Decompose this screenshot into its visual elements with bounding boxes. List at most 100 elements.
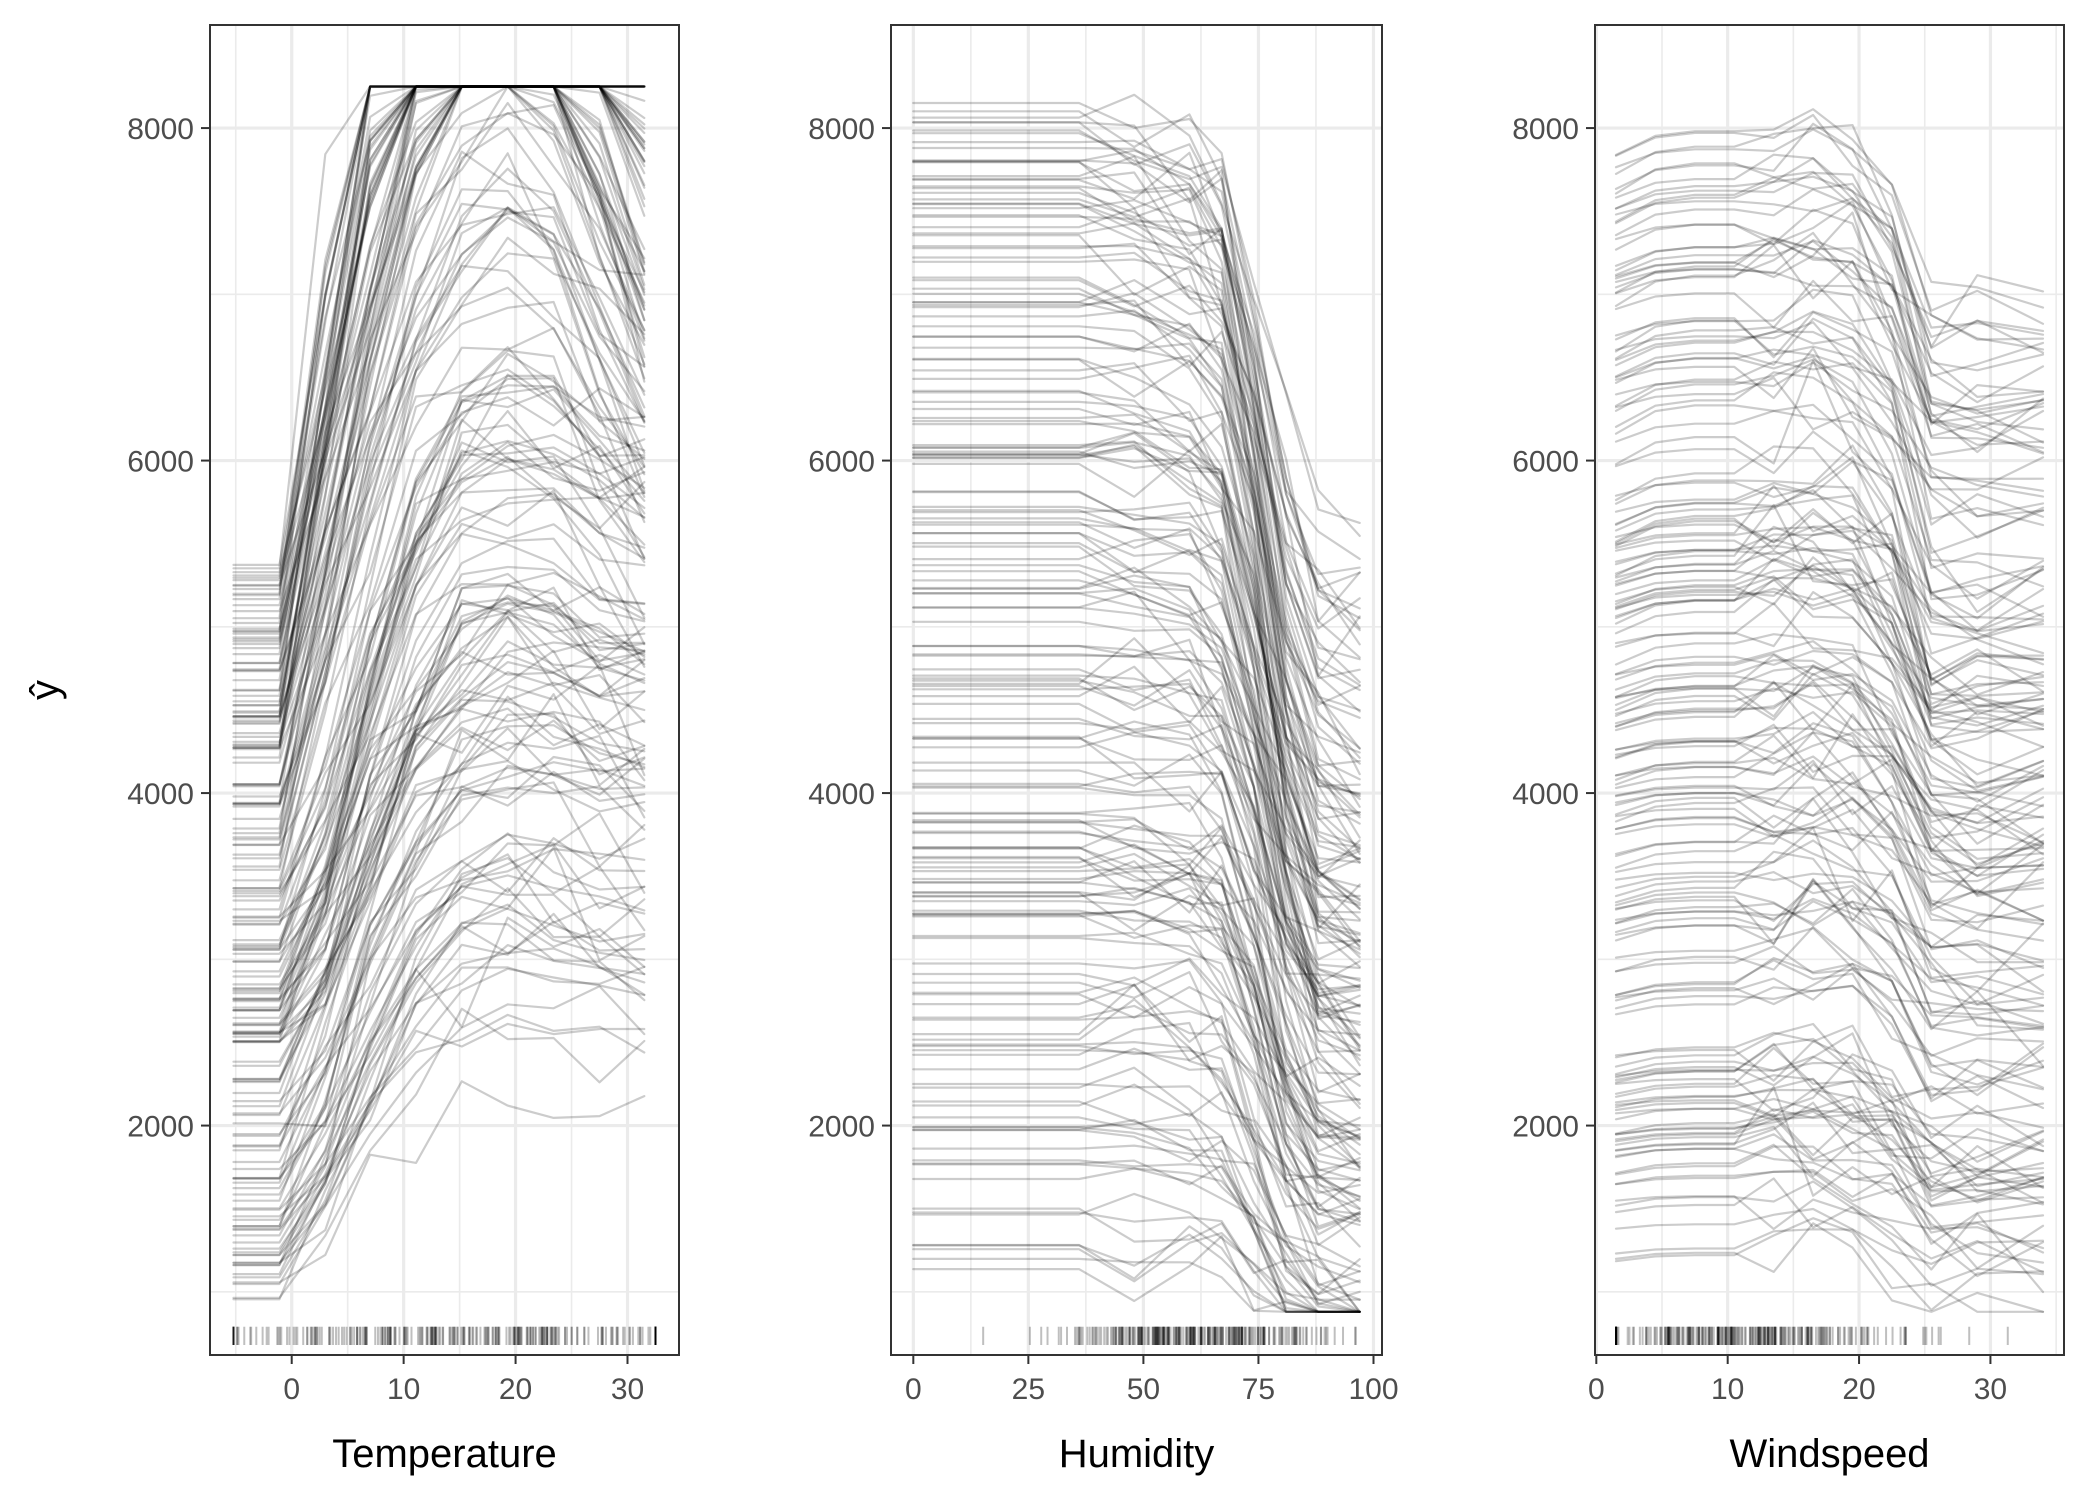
ice-curve [1614,808,2045,894]
ice-curve [1614,723,2045,825]
ice-curve [912,936,1361,1273]
ice-curve [232,85,646,697]
ice-curve [912,983,1361,1313]
ice-curve [912,587,1361,1141]
ice-curve [232,449,646,893]
ice-curve [912,1118,1361,1313]
ice-curve [232,446,646,1026]
ice-curve [912,171,1361,781]
ice-curve [232,641,646,951]
ice-curve [912,389,1361,1015]
ice-curve [912,279,1361,630]
ice-curve [912,668,1361,1139]
ice-curve [232,785,646,1180]
ice-curve [1614,197,2045,348]
ice-curve [1614,558,2045,741]
ice-curve [1614,108,2045,341]
ice-curve [1614,1217,2045,1313]
ice-curve [1614,786,2045,969]
ice-curve [1614,925,2045,1086]
ice-curve [912,606,1361,943]
ice-curve [1614,557,2045,792]
ice-curve [912,450,1361,899]
ice-curve [1614,1133,2045,1264]
ice-curve [232,85,646,835]
ice-curve [1614,556,2045,711]
ice-curve [912,132,1361,907]
ice-curve [912,737,1361,905]
ice-curve [912,346,1361,712]
ice-curve [912,523,1361,1007]
ice-curve [1614,956,2045,1089]
ice-curve [232,967,646,1230]
ice-curve [912,1116,1361,1313]
ice-curve [912,971,1361,1194]
ice-curve [232,368,646,806]
ice-curve [232,584,646,1117]
y-tick-label: 4000 [127,778,194,811]
ice-curve [1614,711,2045,868]
ice-curve [912,155,1361,847]
ice-curve [1614,891,2045,1006]
ice-curve [912,279,1361,590]
ice-curve [232,152,646,798]
ice-curve [232,85,646,718]
ice-curve [1614,1037,2045,1189]
ice-curve [1614,871,2045,962]
y-axis: 2000 4000 6000 8000 [1512,113,1595,1144]
ice-curve [912,1044,1361,1199]
ice-curve [1614,456,2045,595]
ice-curve [232,85,646,839]
ice-curve [1614,722,2045,877]
y-tick-label: 6000 [1512,446,1579,479]
ice-curve [912,731,1361,1015]
ice-curve [912,413,1361,901]
ice-curve [232,586,646,922]
ice-curve [232,85,646,643]
ice-curve [1614,549,2045,696]
ice-curve [232,496,646,955]
ice-curve [912,1159,1361,1306]
ice-curve [232,388,646,1001]
ice-curve [232,300,646,738]
ice-curve [1614,240,2045,431]
ice-curve [232,85,646,671]
ice-curve [912,441,1361,787]
ice-curve [912,533,1361,902]
ice-curve [1614,268,2045,446]
ice-curve [912,821,1361,1036]
ice-curve [1614,850,2045,1025]
ice-curve [912,501,1361,944]
ice-curve [912,579,1361,1109]
ice-curve [1614,1228,2045,1312]
ice-curve [1614,503,2045,697]
ice-curve [232,671,646,1043]
ice-curve [912,644,1361,864]
ice-curve [232,1013,646,1218]
ice-curve [1614,897,2045,1007]
ice-curve [232,615,646,1164]
ice-curve [232,724,646,1190]
ice-curve [232,85,646,607]
ice-curve [1614,569,2045,693]
ice-curve [912,121,1361,855]
ice-curve [912,245,1361,767]
ice-curve [1614,1088,2045,1160]
ice-curve [1614,959,2045,1091]
ice-curve [912,592,1361,961]
ice-curve [232,104,646,735]
ice-curve [232,85,646,749]
ice-curve [1614,640,2045,794]
ice-curve [232,127,646,856]
ice-curve [912,509,1361,959]
ice-curve [1614,355,2045,588]
ice-curve [912,1082,1361,1248]
ice-curve [912,976,1361,1179]
ice-curve [912,564,1361,870]
ice-curve [1614,687,2045,824]
ice-curve [912,191,1361,713]
ice-curve [232,857,646,1301]
ice-curve [232,586,646,1095]
ice-curve [1614,1032,2045,1173]
ice-curve [1614,526,2045,640]
